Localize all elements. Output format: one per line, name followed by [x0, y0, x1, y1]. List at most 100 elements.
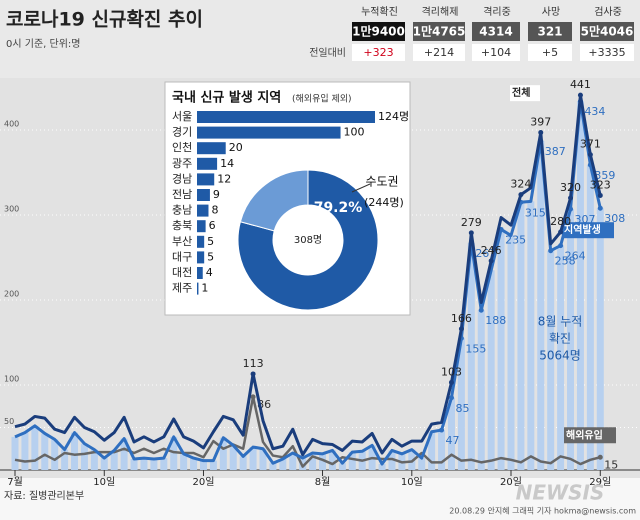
- bar: [487, 270, 495, 470]
- bar: [576, 101, 584, 470]
- bar-category: 경남: [172, 172, 192, 185]
- data-label: 280: [550, 215, 571, 228]
- data-label: 397: [530, 116, 551, 129]
- bar-category: 충북: [172, 219, 192, 232]
- change-title: 전일대비: [309, 47, 346, 59]
- source: 자료: 질병관리본부: [4, 490, 84, 502]
- bar: [259, 448, 267, 470]
- data-label: 235: [505, 233, 526, 246]
- bar: [477, 310, 485, 470]
- bar: [438, 430, 446, 470]
- point: [568, 195, 574, 201]
- bar: [249, 447, 257, 470]
- bar: [567, 209, 575, 471]
- bar-value: 9: [213, 188, 220, 201]
- legend-label: 해외유입: [566, 428, 603, 441]
- point: [538, 130, 544, 136]
- x-tick-label: 20일: [193, 476, 215, 488]
- point: [488, 258, 494, 264]
- bar: [31, 425, 39, 470]
- point: [548, 248, 554, 254]
- stat-change: +323: [363, 46, 393, 59]
- point: [458, 326, 464, 332]
- bar: [190, 458, 198, 470]
- bar: [457, 338, 465, 470]
- data-label: 258: [555, 255, 576, 268]
- bar: [197, 235, 205, 248]
- bar: [279, 458, 287, 470]
- subtitle: 0시 기준, 단위:명: [6, 37, 80, 50]
- bar-value: 5: [207, 250, 214, 263]
- y-tick-label: 50: [4, 417, 14, 426]
- logo: NEWSIS: [516, 481, 605, 505]
- bar-value: 100: [344, 126, 365, 139]
- annotation: 8월 누적: [538, 315, 583, 329]
- bar: [51, 439, 59, 470]
- point: [250, 394, 256, 400]
- annotation: 5064명: [539, 349, 581, 363]
- bar: [21, 432, 29, 470]
- bar: [197, 157, 218, 170]
- bar-category: 대구: [172, 250, 192, 263]
- point: [448, 395, 454, 401]
- bar: [197, 204, 209, 217]
- donut-value: 79.2%: [314, 200, 363, 216]
- bar: [447, 397, 455, 470]
- point: [439, 427, 445, 433]
- bar: [319, 453, 327, 470]
- bar-category: 대전: [172, 266, 192, 279]
- bar-value: 4: [206, 266, 213, 279]
- bar-value: 6: [209, 219, 216, 232]
- bar: [586, 164, 594, 470]
- bar: [497, 229, 505, 470]
- bar: [408, 449, 416, 470]
- bar: [507, 235, 515, 470]
- x-tick-label: 10일: [401, 476, 423, 488]
- bar: [348, 452, 356, 470]
- stat-header: 격리해제: [422, 5, 459, 18]
- point: [568, 206, 574, 212]
- bar: [199, 460, 207, 470]
- stat-total: 4314: [479, 25, 512, 39]
- data-label: 434: [584, 105, 605, 118]
- bar-category: 전남: [172, 188, 192, 201]
- change-box: [472, 44, 520, 61]
- bar: [41, 433, 49, 470]
- stat-box: [580, 22, 634, 41]
- legend-box: [562, 222, 614, 239]
- data-label: 324: [510, 178, 531, 191]
- bar: [160, 458, 168, 470]
- bar-value: 5: [207, 235, 214, 248]
- bar: [537, 141, 545, 471]
- data-label: 246: [481, 244, 502, 257]
- point: [448, 379, 454, 385]
- stat-total: 5만4046: [581, 24, 634, 39]
- donut-category: 수도권: [365, 175, 398, 189]
- stat-change: +104: [481, 46, 511, 59]
- stat-change: +5: [542, 46, 558, 59]
- data-label: 85: [455, 402, 469, 415]
- bar: [80, 443, 88, 470]
- bar-category: 부산: [172, 235, 192, 248]
- bar: [100, 458, 108, 470]
- bar-value: 12: [217, 172, 231, 185]
- bar: [547, 250, 555, 470]
- stat-box: [352, 22, 405, 41]
- data-label: 103: [441, 365, 462, 378]
- bar: [338, 463, 346, 470]
- x-tick-label: 7월: [7, 476, 23, 488]
- bar-value: 20: [229, 141, 243, 154]
- bar: [197, 251, 205, 264]
- point: [597, 192, 603, 198]
- y-tick-label: 200: [4, 290, 19, 299]
- point: [558, 243, 564, 249]
- stat-header: 누적확진: [361, 6, 398, 18]
- bar-category: 인천: [172, 140, 192, 154]
- point: [250, 371, 256, 377]
- bar: [239, 456, 247, 470]
- data-label: 371: [580, 138, 601, 151]
- stat-total: 1만4765: [413, 24, 466, 39]
- annotation: 확진: [549, 332, 571, 346]
- bar: [197, 142, 226, 155]
